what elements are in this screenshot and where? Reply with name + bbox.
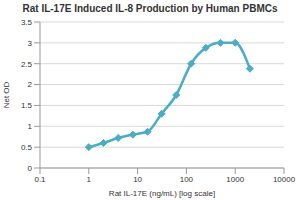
svg-text:0.5: 0.5 xyxy=(21,143,33,152)
svg-text:Net OD: Net OD xyxy=(8,81,11,108)
svg-text:1.5: 1.5 xyxy=(21,101,33,110)
svg-text:Rat IL-17E (ng/mL) [log scale]: Rat IL-17E (ng/mL) [log scale] xyxy=(109,189,215,198)
svg-text:0: 0 xyxy=(28,164,33,173)
svg-text:2.5: 2.5 xyxy=(21,60,33,69)
svg-text:1: 1 xyxy=(87,175,92,184)
svg-text:100: 100 xyxy=(180,175,194,184)
svg-text:1: 1 xyxy=(28,122,33,131)
svg-text:3.5: 3.5 xyxy=(21,18,33,27)
svg-text:10000: 10000 xyxy=(273,175,292,184)
svg-text:3: 3 xyxy=(28,39,33,48)
html-text:Rat IL-17E Induced IL-8 Produc: Rat IL-17E Induced IL-8 Production by Hu… xyxy=(22,3,278,14)
svg-text:1000: 1000 xyxy=(226,175,244,184)
svg-text:10: 10 xyxy=(133,175,142,184)
svg-text:0.1: 0.1 xyxy=(34,175,46,184)
svg-text:2: 2 xyxy=(28,80,33,89)
